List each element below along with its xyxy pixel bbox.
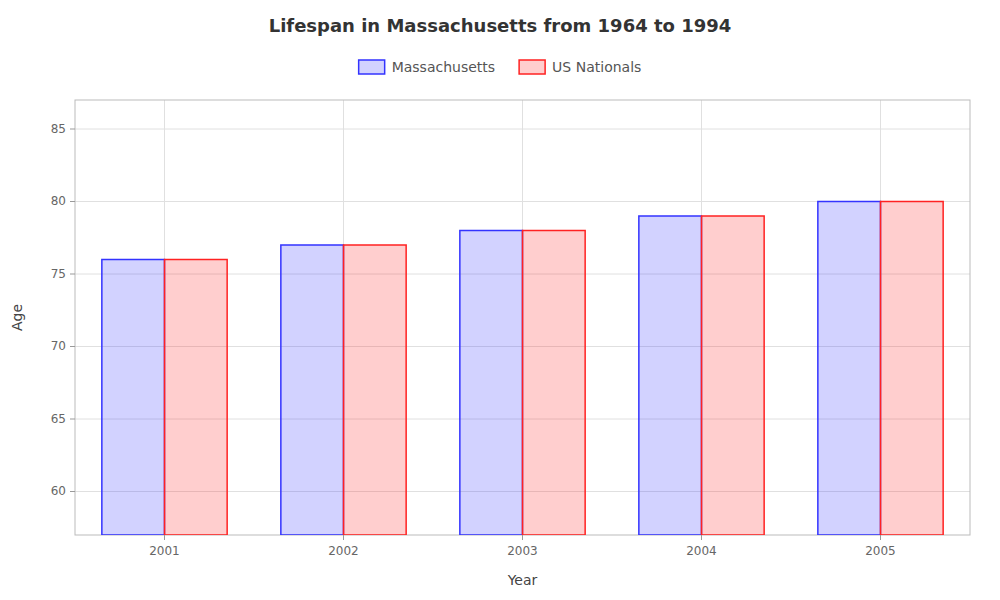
- y-tick-label: 60: [51, 484, 66, 498]
- x-tick: [522, 535, 523, 540]
- legend-item: Massachusetts: [359, 59, 495, 75]
- legend-swatch: [519, 60, 545, 74]
- bar: [702, 216, 765, 535]
- bar: [165, 260, 228, 536]
- legend-label: US Nationals: [552, 59, 641, 75]
- bar: [344, 245, 407, 535]
- legend-item: US Nationals: [519, 59, 641, 75]
- legend-label: Massachusetts: [392, 59, 495, 75]
- bar: [460, 231, 523, 536]
- bar: [639, 216, 702, 535]
- y-tick: [70, 346, 75, 347]
- legend: Massachusetts US Nationals: [359, 59, 642, 75]
- x-tick: [343, 535, 344, 540]
- x-axis: 2001 2002 2003 2004 2005: [149, 535, 896, 558]
- y-tick-label: 85: [51, 122, 66, 136]
- chart-title: Lifespan in Massachusetts from 1964 to 1…: [269, 15, 732, 36]
- y-tick-label: 75: [51, 267, 66, 281]
- y-tick: [70, 129, 75, 130]
- x-tick-label: 2005: [865, 544, 896, 558]
- bar: [102, 260, 165, 536]
- grid: [75, 100, 970, 535]
- bar: [881, 202, 944, 536]
- y-tick-label: 65: [51, 412, 66, 426]
- y-tick: [70, 201, 75, 202]
- legend-swatch: [359, 60, 385, 74]
- x-tick-label: 2001: [149, 544, 180, 558]
- plot-frame: [75, 100, 970, 535]
- y-tick-label: 80: [51, 194, 66, 208]
- bar: [281, 245, 344, 535]
- chart-container: 60 65 70 75 80 85 2001 2002 2003 2004 2005 Year Age L…: [0, 0, 1000, 600]
- x-axis-label: Year: [507, 572, 538, 588]
- x-tick: [164, 535, 165, 540]
- y-tick: [70, 419, 75, 420]
- x-tick: [880, 535, 881, 540]
- x-tick-label: 2003: [507, 544, 538, 558]
- x-tick-label: 2002: [328, 544, 359, 558]
- y-axis: 60 65 70 75 80 85: [51, 122, 75, 499]
- bars: [102, 202, 943, 536]
- y-axis-label: Age: [9, 304, 25, 331]
- x-tick: [701, 535, 702, 540]
- y-tick-label: 70: [51, 339, 66, 353]
- y-tick: [70, 274, 75, 275]
- bar: [818, 202, 881, 536]
- y-tick: [70, 491, 75, 492]
- chart-svg: 60 65 70 75 80 85 2001 2002 2003 2004 2005 Year Age L…: [0, 0, 1000, 600]
- bar: [523, 231, 586, 536]
- x-tick-label: 2004: [686, 544, 717, 558]
